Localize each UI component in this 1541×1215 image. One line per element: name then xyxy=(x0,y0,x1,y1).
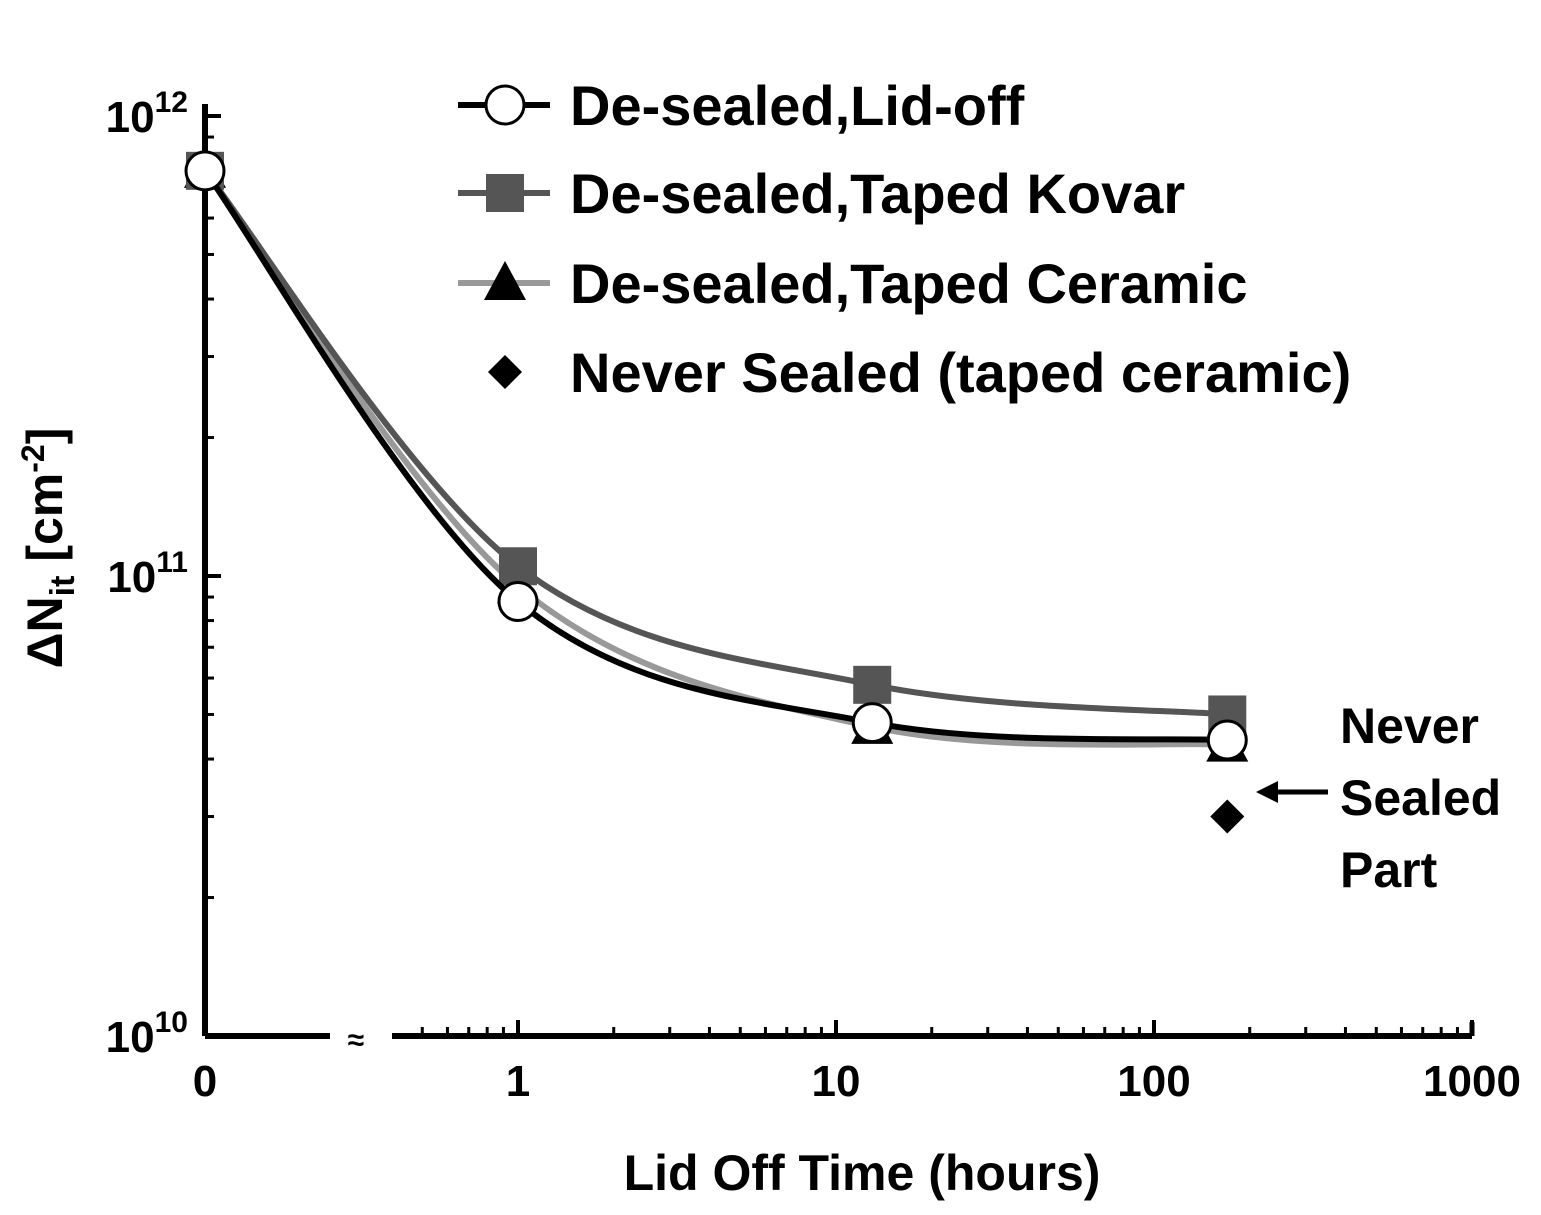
legend: De-sealed,Lid-off De-sealed,Taped Kovar De… xyxy=(458,74,1351,404)
y-tick-exponent: 10 xyxy=(155,1006,188,1039)
x-axis-label: Lid Off Time (hours) xyxy=(624,1145,1101,1201)
y-axis-label-unit-close: ] xyxy=(17,428,73,445)
x-axis-break-marker: ≈ xyxy=(348,1024,364,1057)
x-tick-label: 0 xyxy=(193,1057,217,1106)
data-point xyxy=(1210,799,1245,834)
series-3 xyxy=(184,148,1249,762)
legend-marker xyxy=(484,261,526,300)
annotation-line-2: Sealed xyxy=(1340,770,1501,826)
data-point xyxy=(497,581,539,623)
annotation-line-1: Never xyxy=(1340,698,1479,754)
y-axis-label: ΔNit [cm-2] xyxy=(15,428,82,669)
series-line xyxy=(202,168,1228,718)
legend-label: De-sealed,Lid-off xyxy=(570,74,1025,137)
x-tick-label: 100 xyxy=(1117,1057,1190,1106)
axes: ≈ xyxy=(202,104,1475,1057)
legend-entry-4: Never Sealed (taped ceramic) xyxy=(488,341,1351,404)
series-1 xyxy=(184,150,1248,761)
x-tick-label: 1000 xyxy=(1423,1057,1521,1106)
y-tick-label: 1012 xyxy=(106,86,188,142)
y-axis-label-unit: [cm xyxy=(17,473,73,576)
y-tick-base: 10 xyxy=(106,93,155,142)
annotation-arrow xyxy=(1256,781,1328,803)
legend-label: De-sealed,Taped Kovar xyxy=(570,162,1185,225)
legend-entry-3: De-sealed,Taped Ceramic xyxy=(458,252,1247,315)
y-tick-exponent: 12 xyxy=(155,86,188,119)
series-layer xyxy=(184,148,1249,834)
series-line xyxy=(202,169,1228,744)
legend-entry-1: De-sealed,Lid-off xyxy=(458,74,1025,137)
data-point xyxy=(1206,719,1248,761)
legend-entry-2: De-sealed,Taped Kovar xyxy=(458,162,1185,225)
legend-marker xyxy=(486,174,524,212)
y-tick-exponent: 11 xyxy=(156,546,188,579)
series-2 xyxy=(186,151,1247,734)
y-axis-label-main: ΔN xyxy=(17,596,73,668)
data-point xyxy=(499,547,537,586)
data-point xyxy=(851,702,893,744)
series-line xyxy=(202,169,1228,748)
series-4 xyxy=(1210,799,1245,834)
legend-label: Never Sealed (taped ceramic) xyxy=(570,341,1351,404)
data-point xyxy=(184,150,226,192)
x-tick-label: 1 xyxy=(506,1057,530,1106)
y-tick-label: 1010 xyxy=(106,1006,188,1062)
never-sealed-annotation: Never Sealed Part xyxy=(1256,698,1501,898)
data-point xyxy=(853,665,892,704)
y-tick-base: 10 xyxy=(106,1013,155,1062)
y-tick-label: 1011 xyxy=(107,546,188,602)
legend-marker xyxy=(488,355,522,389)
y-axis-label-sub: it xyxy=(44,576,82,597)
y-axis-label-unit-exp: -2 xyxy=(15,444,51,472)
y-tick-base: 10 xyxy=(107,553,156,602)
legend-marker xyxy=(484,84,526,126)
x-tick-label: 10 xyxy=(812,1057,861,1106)
annotation-line-3: Part xyxy=(1340,842,1438,898)
legend-label: De-sealed,Taped Ceramic xyxy=(570,252,1247,315)
